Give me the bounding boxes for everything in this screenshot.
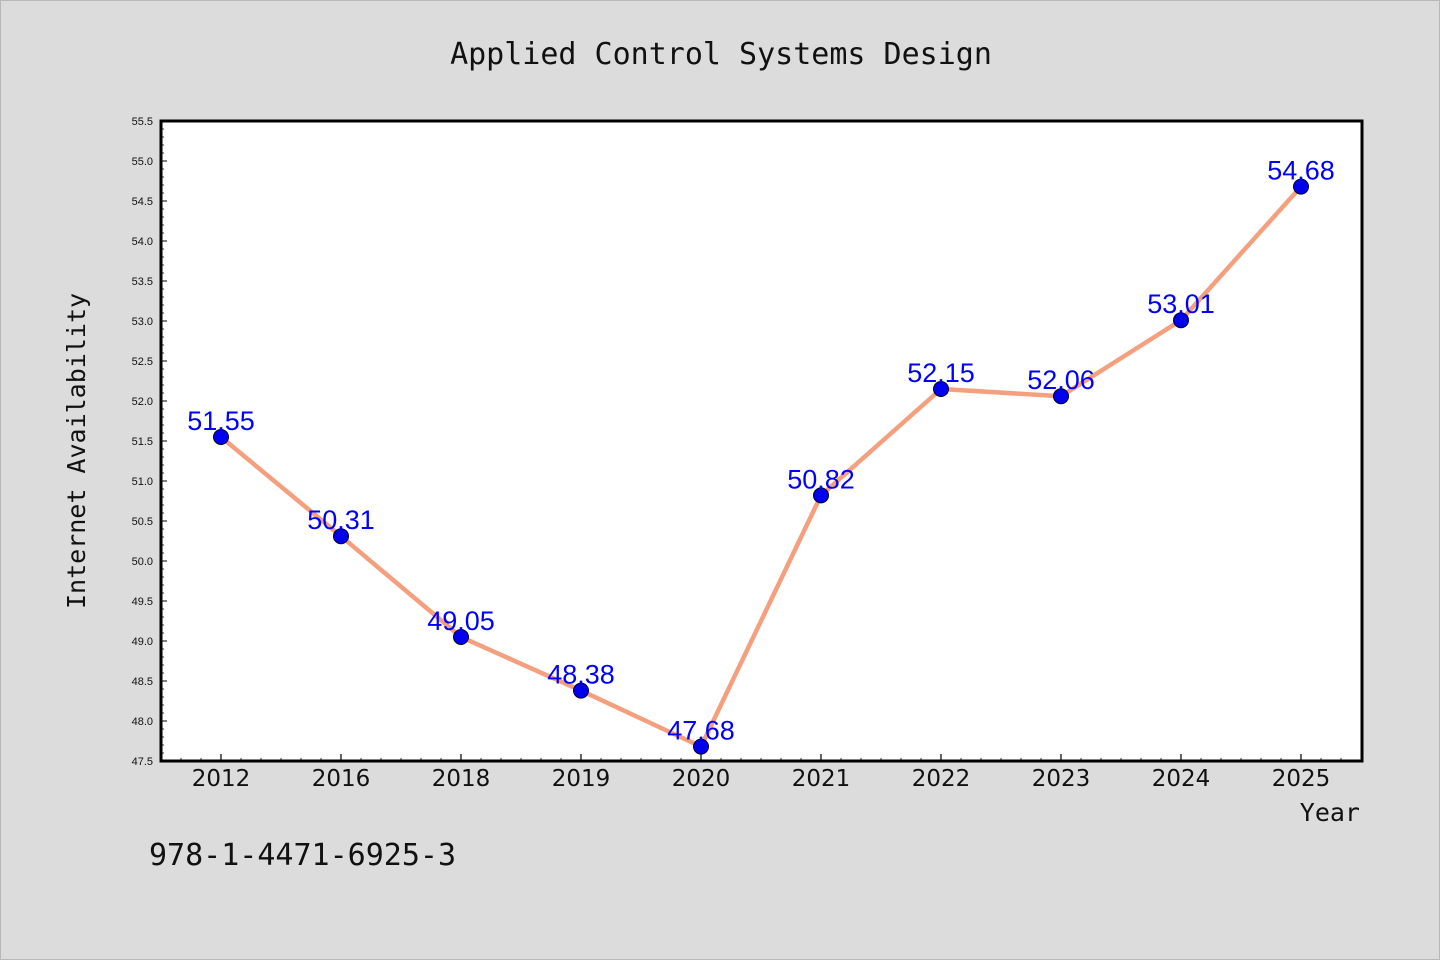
y-tick-label: 54.0 (132, 236, 153, 248)
y-tick-label: 49.0 (132, 636, 153, 648)
data-labels: 51.55 50.31 49.05 48.38 47.68 50.82 52.15 52.06… (187, 156, 1335, 746)
y-tick-label: 51.5 (132, 436, 153, 448)
data-label: 54.68 (1267, 156, 1335, 186)
data-label: 50.82 (787, 464, 855, 494)
data-label: 50.31 (307, 505, 375, 535)
isbn-footer: 978-1-4471-6925-3 (149, 838, 456, 873)
y-tick-label: 49.5 (132, 596, 153, 608)
series-markers (213, 178, 1309, 755)
plot-area (159, 119, 1364, 763)
data-point (1173, 312, 1189, 329)
data-label: 53.01 (1147, 289, 1215, 319)
data-label: 52.06 (1027, 365, 1095, 395)
data-point (693, 738, 709, 755)
data-point (813, 487, 829, 504)
y-tick-label: 50.0 (132, 556, 153, 568)
y-tick-label: 50.5 (132, 516, 153, 528)
data-point (573, 682, 589, 699)
x-tick-label: 2022 (912, 766, 971, 792)
chart-title: Applied Control Systems Design (450, 37, 992, 72)
x-tick-label: 2018 (432, 766, 491, 792)
y-tick-label: 53.5 (132, 276, 153, 288)
x-tick-label: 2025 (1272, 766, 1331, 792)
series-line (219, 185, 1303, 749)
x-axis-label: Year (1300, 798, 1360, 827)
y-tick-label: 55.5 (132, 116, 153, 128)
series-polyline (219, 185, 1303, 749)
data-point (333, 528, 349, 545)
y-tick-label: 53.0 (132, 316, 153, 328)
y-tick-label: 52.5 (132, 356, 153, 368)
y-tick-label: 55.0 (132, 156, 153, 168)
y-tick-label: 47.5 (132, 756, 153, 768)
data-label: 47.68 (667, 716, 735, 746)
x-tick-label: 2021 (792, 766, 851, 792)
y-tick-label: 48.0 (132, 716, 153, 728)
data-point (213, 429, 229, 445)
data-label: 49.05 (427, 606, 495, 636)
x-tick-label: 2016 (312, 766, 371, 792)
data-point (1053, 388, 1069, 405)
data-point (933, 381, 949, 397)
y-tick-label: 51.0 (132, 476, 153, 488)
data-label: 52.15 (907, 358, 975, 388)
x-tick-label: 2020 (672, 766, 731, 792)
y-axis: 47.5 48.0 48.5 49.0 49.5 50.0 50.5 51.0 51.5 52.0… (132, 116, 167, 768)
data-point (1293, 178, 1309, 195)
y-tick-label: 48.5 (132, 676, 153, 688)
x-tick-label: 2019 (552, 766, 611, 792)
y-tick-label: 54.5 (132, 196, 153, 208)
x-tick-label: 2024 (1152, 766, 1211, 792)
x-axis: 2012 2016 2018 2019 2020 2021 2022 2023 2024 2025 (180, 754, 1362, 792)
y-axis-label: Internet Availability (62, 293, 91, 609)
x-tick-label: 2023 (1032, 766, 1091, 792)
x-tick-label: 2012 (192, 766, 251, 792)
data-label: 51.55 (187, 406, 255, 436)
y-tick-label: 52.0 (132, 396, 153, 408)
data-label: 48.38 (547, 660, 615, 690)
data-point (453, 629, 469, 645)
